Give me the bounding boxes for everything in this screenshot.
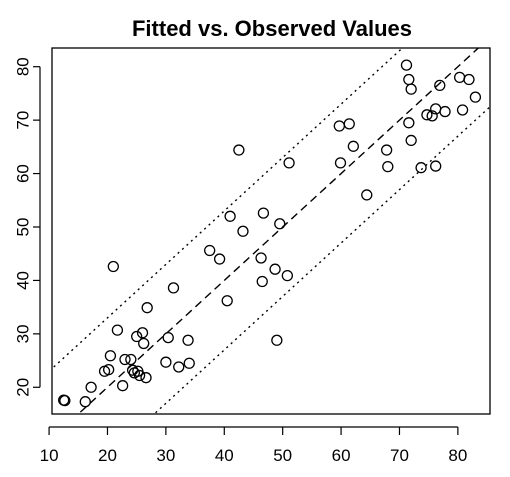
data-point: [107, 260, 119, 273]
data-point: [183, 357, 195, 369]
data-point: [343, 118, 355, 130]
data-point: [334, 157, 347, 169]
data-point: [456, 104, 469, 116]
prediction-band-line-1: [52, 48, 404, 370]
y-tick-label: 70: [13, 111, 32, 130]
data-point: [140, 372, 152, 384]
data-point: [133, 369, 146, 382]
data-point: [257, 207, 270, 219]
y-tick-label: 80: [13, 57, 32, 76]
data-point: [274, 218, 286, 230]
data-point: [380, 144, 393, 156]
data-point: [469, 91, 482, 103]
x-tick-label: 40: [215, 446, 234, 465]
data-point: [125, 353, 137, 366]
data-point: [221, 295, 233, 307]
data-point: [271, 334, 283, 346]
data-point: [173, 361, 185, 373]
data-point: [237, 225, 249, 237]
data-point: [426, 110, 438, 122]
data-point: [421, 109, 433, 121]
data-point: [136, 327, 149, 339]
data-point: [256, 275, 268, 288]
x-tick-label: 20: [98, 446, 117, 465]
data-point: [160, 356, 172, 368]
prediction-band-line-2: [153, 105, 490, 414]
data-point: [111, 324, 124, 336]
data-point: [233, 144, 245, 156]
x-tick-label: 70: [390, 446, 409, 465]
x-tick-label: 50: [273, 446, 292, 465]
x-tick-label: 80: [448, 446, 467, 465]
data-point: [405, 134, 417, 147]
data-point: [85, 381, 97, 393]
data-point: [213, 253, 226, 265]
x-tick-label: 60: [332, 446, 351, 465]
data-point: [283, 157, 295, 169]
data-point: [281, 269, 294, 282]
data-point: [439, 105, 451, 118]
data-point: [138, 337, 150, 350]
data-point: [382, 160, 394, 173]
data-point: [131, 330, 143, 343]
y-tick-label: 50: [13, 218, 32, 237]
axis-layer: 10 20 30 40 50 60 70 80 20 30 40 50 60 70 80: [13, 47, 491, 465]
data-point: [361, 189, 373, 201]
data-point: [415, 162, 427, 174]
data-point: [117, 380, 129, 392]
data-point: [79, 396, 91, 408]
data-point: [434, 79, 446, 92]
data-point: [224, 210, 236, 222]
data-point: [333, 120, 345, 132]
data-point: [102, 364, 115, 376]
data-point: [162, 331, 174, 344]
data-point: [167, 282, 180, 294]
data-point: [269, 263, 281, 275]
data-point: [347, 140, 359, 152]
data-point: [463, 73, 475, 86]
y-tick-label: 40: [13, 271, 32, 290]
data-point: [453, 71, 466, 84]
data-point: [119, 353, 131, 366]
data-point: [126, 364, 139, 376]
data-point: [104, 350, 117, 362]
fit-line: [77, 48, 480, 414]
data-point: [430, 160, 442, 172]
plot-frame: [51, 47, 491, 415]
data-point: [403, 73, 415, 86]
y-tick-label: 30: [13, 324, 32, 343]
y-tick-label: 60: [13, 164, 32, 183]
data-point: [141, 302, 153, 314]
plot-layer: [52, 48, 490, 414]
data-point: [255, 252, 267, 264]
chart-title: Fitted vs. Observed Values: [132, 16, 412, 41]
y-tick-label: 20: [13, 378, 32, 397]
data-point: [204, 244, 216, 257]
data-point: [405, 83, 417, 95]
data-point: [182, 334, 194, 346]
data-point: [400, 59, 413, 71]
x-tick-label: 30: [156, 446, 175, 465]
data-point: [59, 394, 71, 407]
data-point: [403, 117, 415, 129]
x-tick-label: 10: [40, 446, 59, 465]
